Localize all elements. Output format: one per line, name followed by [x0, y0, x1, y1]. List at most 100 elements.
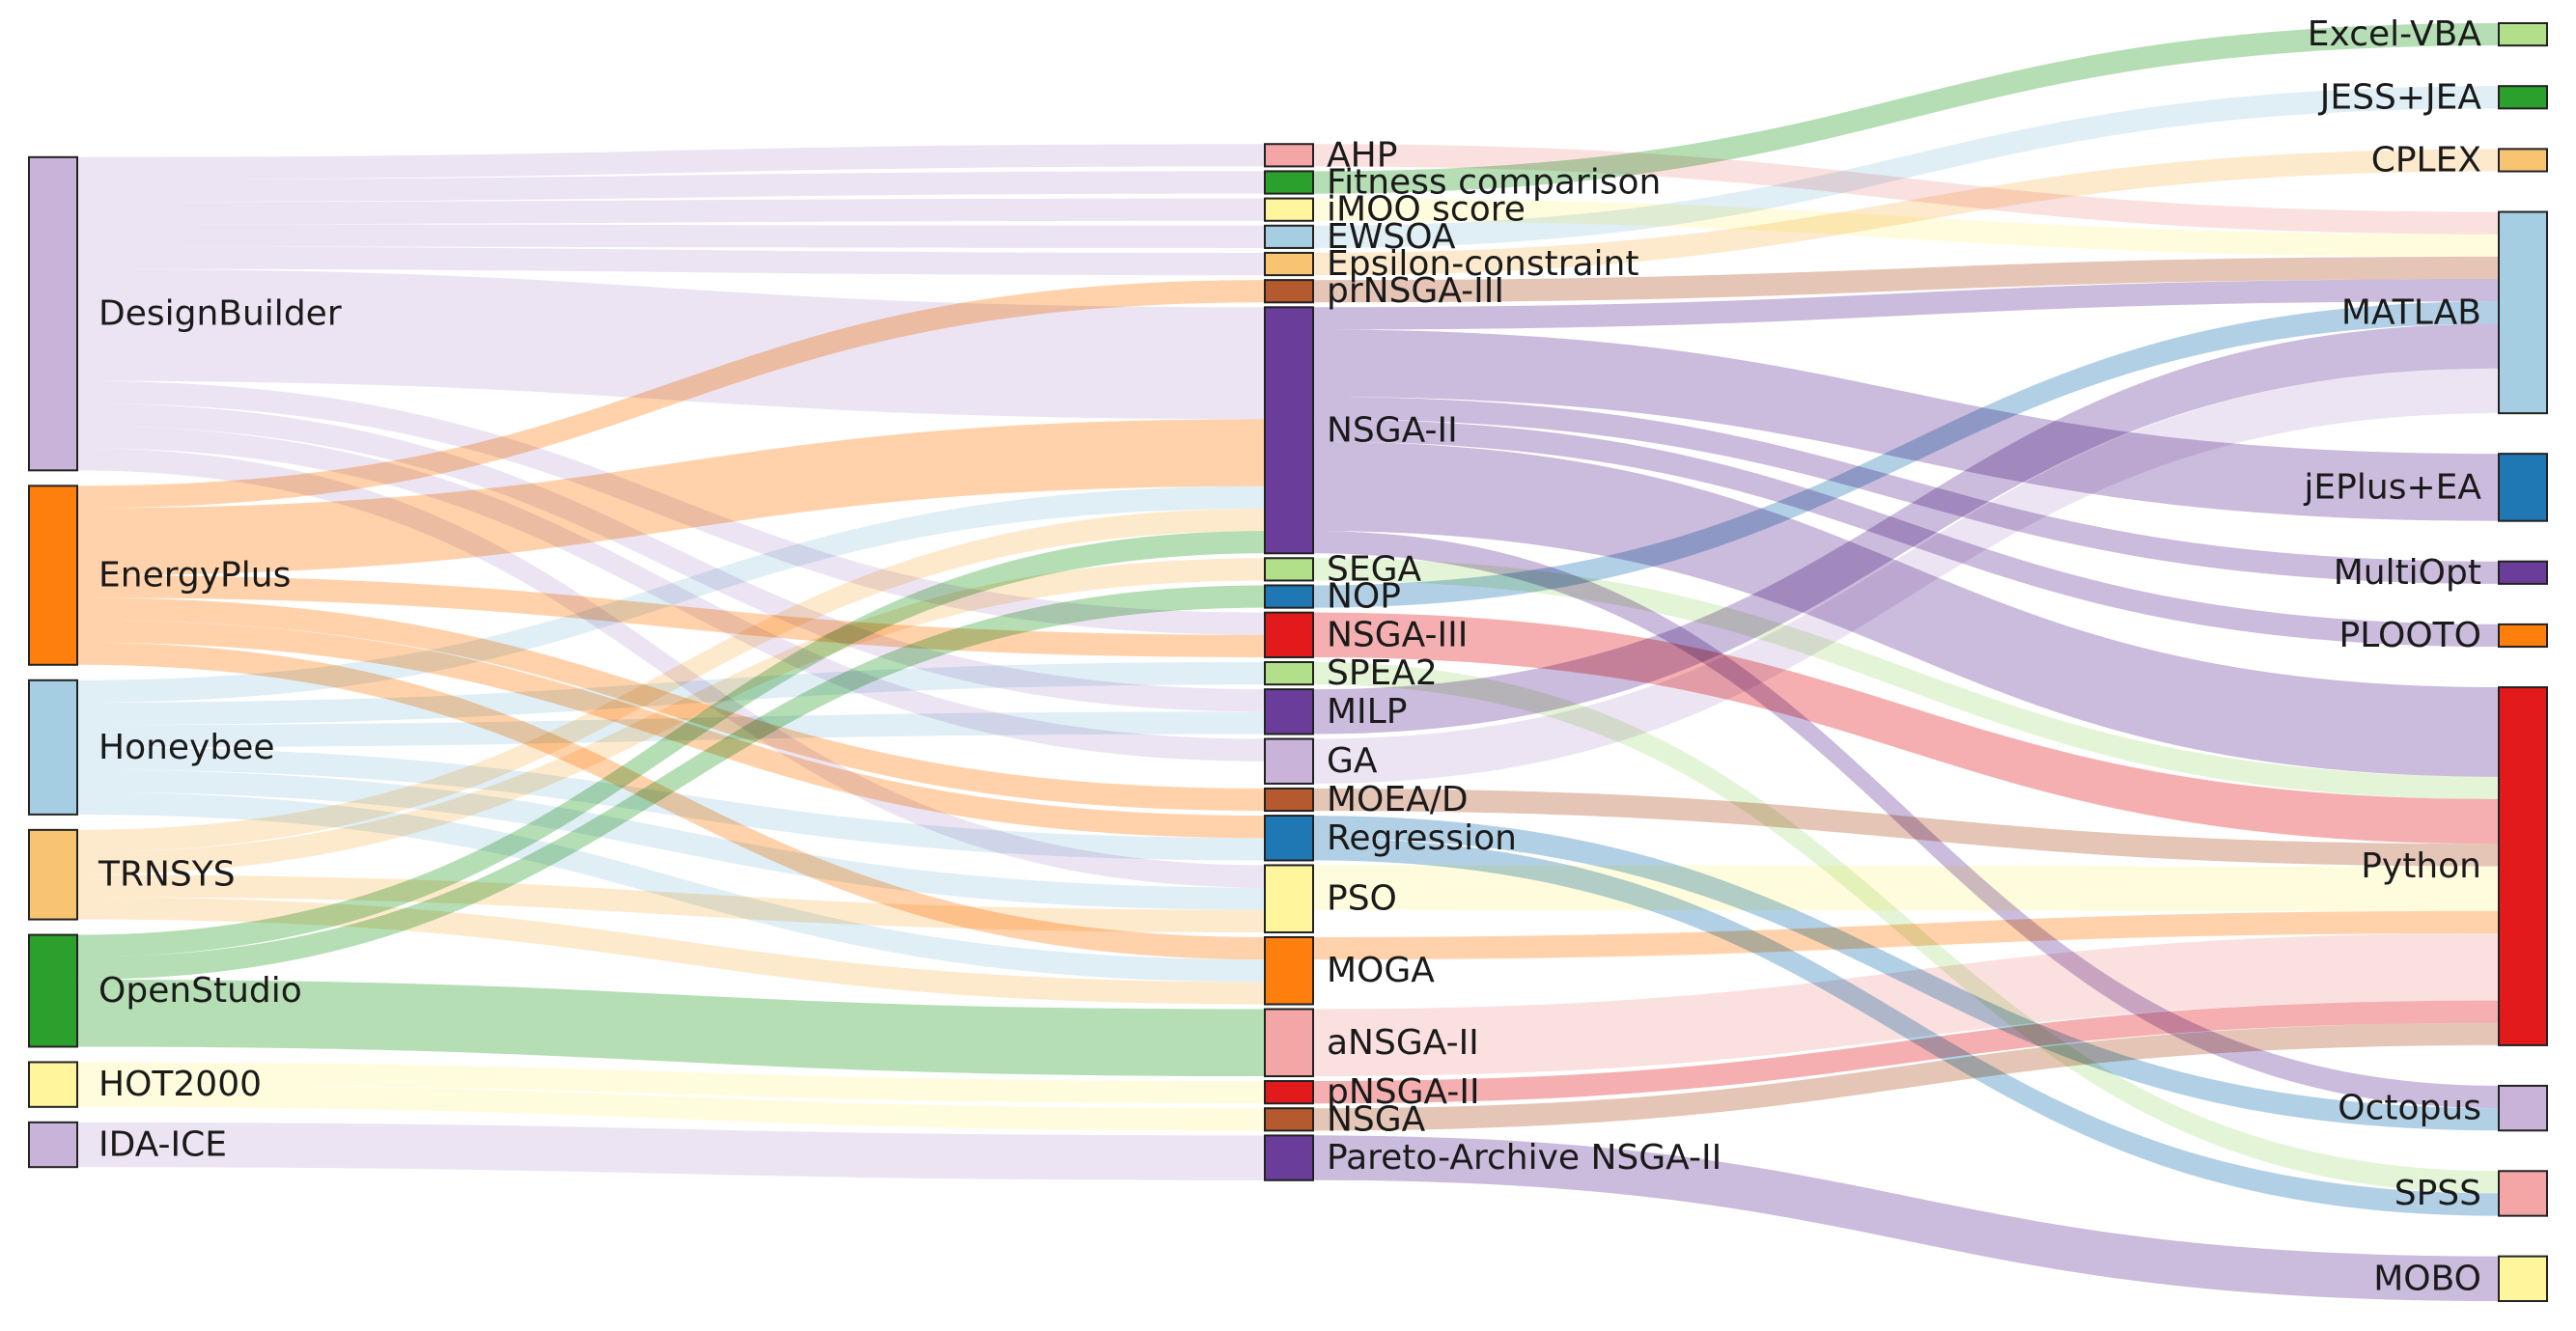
flow-prnsga-iii-to-matlab	[1313, 256, 2499, 303]
node-trnsys	[28, 828, 78, 921]
flow-designbuilder-to-milp	[77, 402, 1265, 712]
flow-epsilon-constraint-to-cplex	[1313, 149, 2499, 276]
flow-honeybee-to-pso	[77, 769, 1265, 910]
label-ga: GA	[1327, 741, 1378, 781]
flow-honeybee-to-regression	[77, 747, 1265, 861]
flow-designbuilder-to-imoo-score	[77, 198, 1265, 225]
label-energyplus: EnergyPlus	[98, 556, 291, 596]
label-moea-d: MOEA/D	[1327, 780, 1469, 819]
node-nsga-ii	[1264, 306, 1314, 555]
node-regression	[1264, 815, 1314, 862]
flow-nop-to-matlab	[1313, 301, 2499, 608]
node-nop	[1264, 584, 1314, 609]
label-multiopt: MultiOpt	[2334, 553, 2481, 593]
flow-designbuilder-to-pso	[77, 448, 1265, 888]
node-nsga-iii	[1264, 611, 1314, 659]
flow-links	[77, 23, 2499, 1301]
label-octopus: Octopus	[2338, 1089, 2481, 1128]
label-moga: MOGA	[1327, 951, 1435, 990]
label-epsilon-constraint: Epsilon-constraint	[1327, 244, 1639, 284]
node-mobo	[2498, 1255, 2548, 1302]
flow-pareto-archive-nsga-ii-to-mobo	[1313, 1135, 2499, 1301]
flow-honeybee-to-spea2	[77, 662, 1265, 726]
label-nsga: NSGA	[1327, 1099, 1426, 1139]
label-pnsga-ii: pNSGA-II	[1327, 1072, 1480, 1112]
label-mobo: MOBO	[2373, 1259, 2481, 1298]
node-octopus	[2498, 1084, 2548, 1132]
label-ahp: AHP	[1327, 135, 1397, 175]
node-spea2	[1264, 661, 1314, 686]
node-milp	[1264, 688, 1314, 735]
node-openstudio	[28, 933, 78, 1048]
label-plooto: PLOOTO	[2339, 616, 2481, 655]
flow-sega-to-python	[1313, 558, 2499, 799]
flow-trnsys-to-nsga-ii	[77, 508, 1265, 853]
node-hot2000	[28, 1061, 78, 1108]
nodes	[28, 22, 2548, 1302]
node-ida-ice	[28, 1121, 78, 1169]
label-jeplus-ea: jEPlus+EA	[2303, 467, 2481, 507]
flow-openstudio-to-nop	[77, 585, 1265, 980]
node-pnsga-ii	[1264, 1080, 1314, 1105]
label-jess-jea: JESS+JEA	[2318, 77, 2482, 117]
node-moea-d	[1264, 787, 1314, 813]
flow-trnsys-to-sega	[77, 558, 1265, 875]
flow-nsga-to-python	[1313, 1022, 2499, 1131]
label-milp: MILP	[1327, 692, 1407, 732]
label-regression: Regression	[1327, 818, 1517, 858]
node-prnsga-iii	[1264, 279, 1314, 304]
flow-nsga-ii-to-jeplus-ea	[1313, 329, 2499, 521]
label-ansga-ii: aNSGA-II	[1327, 1023, 1479, 1063]
node-excel-vba	[2498, 22, 2548, 47]
flow-nsga-ii-to-matlab	[1313, 279, 2499, 330]
node-matlab	[2498, 210, 2548, 415]
node-nsga	[1264, 1107, 1314, 1132]
node-moga	[1264, 935, 1314, 1006]
label-designbuilder: DesignBuilder	[98, 294, 342, 334]
flow-trnsys-to-pso	[77, 874, 1265, 932]
label-pso: PSO	[1327, 879, 1397, 919]
flow-pnsga-ii-to-python	[1313, 1000, 2499, 1104]
label-imoo-score: iMOO score	[1327, 190, 1526, 230]
flow-honeybee-to-nsga-ii	[77, 485, 1265, 703]
node-imoo-score	[1264, 197, 1314, 222]
node-plooto	[2498, 623, 2548, 649]
node-epsilon-constraint	[1264, 251, 1314, 277]
node-python	[2498, 686, 2548, 1046]
node-designbuilder	[28, 155, 78, 472]
flow-hot2000-to-nsga	[77, 1084, 1265, 1131]
node-ahp	[1264, 143, 1314, 168]
flow-designbuilder-to-fitness-comparison	[77, 171, 1265, 203]
node-cplex	[2498, 148, 2548, 173]
node-ga	[1264, 737, 1314, 785]
label-pareto-archive-nsga-ii: Pareto-Archive NSGA-II	[1327, 1138, 1722, 1178]
flow-ansga-ii-to-python	[1313, 933, 2499, 1077]
label-matlab: MATLAB	[2341, 292, 2481, 332]
flow-pso-to-python	[1313, 865, 2499, 911]
flow-ewsoa-to-jess-jea	[1313, 86, 2499, 248]
flow-moea-d-to-python	[1313, 788, 2499, 867]
label-prnsga-iii: prNSGA-III	[1327, 271, 1504, 311]
label-hot2000: HOT2000	[98, 1065, 262, 1104]
node-energyplus	[28, 485, 78, 666]
flow-moga-to-python	[1313, 910, 2499, 960]
flow-nsga-ii-to-multiopt	[1313, 397, 2499, 584]
flow-nsga-ii-to-python	[1313, 441, 2499, 777]
flow-designbuilder-to-epsilon-constraint	[77, 246, 1265, 276]
node-pareto-archive-nsga-ii	[1264, 1134, 1314, 1181]
flow-ida-ice-to-pareto-archive-nsga-ii	[77, 1122, 1265, 1180]
node-pso	[1264, 864, 1314, 933]
label-python: Python	[2361, 846, 2481, 886]
label-nsga-iii: NSGA-III	[1327, 615, 1468, 654]
label-fitness-comparison: Fitness comparison	[1327, 163, 1661, 203]
label-openstudio: OpenStudio	[98, 971, 302, 1011]
node-sega	[1264, 557, 1314, 582]
node-honeybee	[28, 679, 78, 816]
label-trnsys: TRNSYS	[98, 855, 236, 895]
node-fitness-comparison	[1264, 170, 1314, 195]
label-spea2: SPEA2	[1327, 653, 1438, 693]
node-jeplus-ea	[2498, 453, 2548, 522]
node-spss	[2498, 1170, 2548, 1217]
flow-milp-to-matlab	[1313, 323, 2499, 735]
flow-energyplus-to-nsga-ii	[77, 419, 1265, 576]
